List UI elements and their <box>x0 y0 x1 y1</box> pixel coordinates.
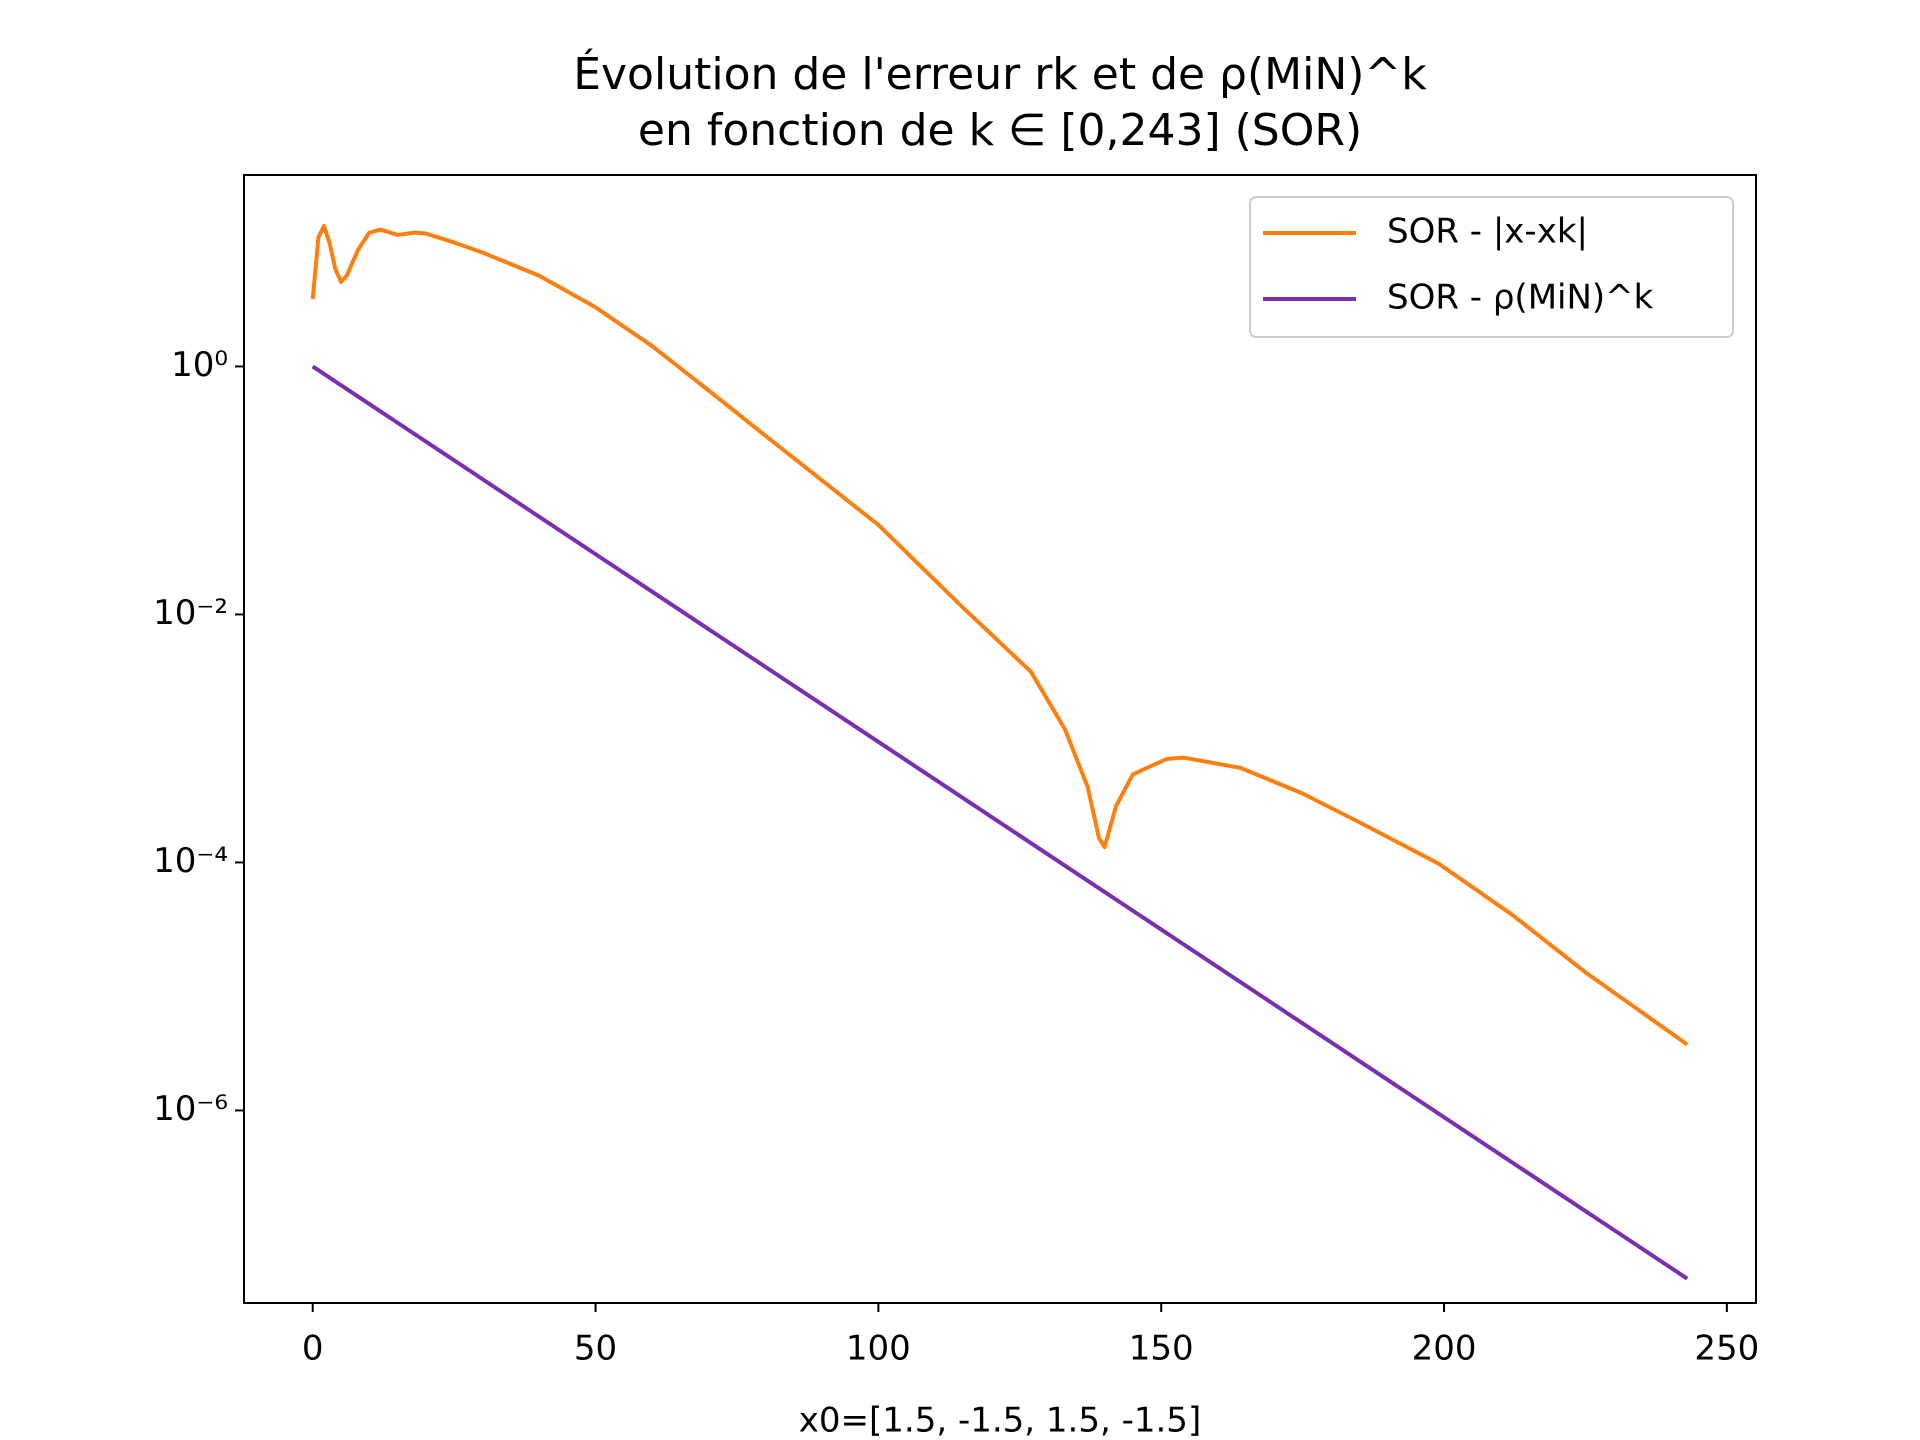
legend-label: SOR - |x-xk| <box>1387 212 1588 252</box>
y-tick-label: 10⁻⁶ <box>153 1089 228 1129</box>
x-tick-label: 0 <box>302 1329 324 1369</box>
x-axis-label: x0=[1.5, -1.5, 1.5, -1.5] <box>799 1401 1201 1440</box>
series-line <box>311 364 1689 1281</box>
y-tick-label: 10⁻² <box>153 593 228 633</box>
y-tick-label: 10⁰ <box>171 345 228 385</box>
plot-frame <box>243 174 1757 1304</box>
series-line <box>310 223 1689 1047</box>
y-tick-label: 10⁻⁴ <box>153 841 228 881</box>
x-tick-label: 250 <box>1694 1329 1759 1369</box>
x-tick-label: 100 <box>846 1329 911 1369</box>
chart-title: en fonction de k ∈ [0,243] (SOR) <box>638 105 1362 156</box>
x-tick-label: 150 <box>1129 1329 1194 1369</box>
chart-title: Évolution de l'erreur rk et de ρ(MiN)^k <box>573 47 1427 100</box>
legend-label: SOR - ρ(MiN)^k <box>1387 278 1654 318</box>
x-tick-label: 200 <box>1412 1329 1477 1369</box>
x-tick-label: 50 <box>574 1329 617 1369</box>
legend-box <box>1249 196 1734 338</box>
